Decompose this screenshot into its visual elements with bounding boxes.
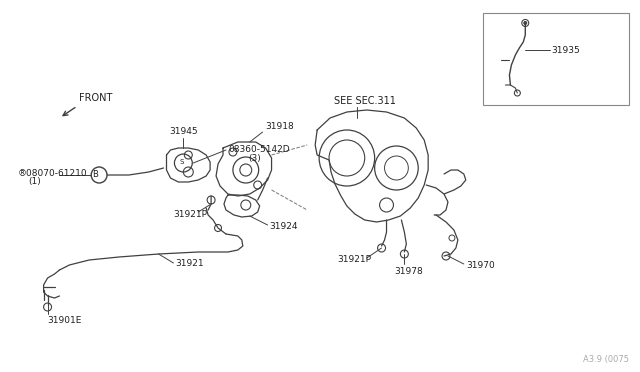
Text: 31901E: 31901E xyxy=(47,316,82,325)
Text: (3): (3) xyxy=(248,154,260,163)
Text: 31921P: 31921P xyxy=(173,209,207,218)
Text: 31924: 31924 xyxy=(269,221,298,231)
Text: 08360-5142D: 08360-5142D xyxy=(228,144,289,154)
Text: ®08070-61210: ®08070-61210 xyxy=(18,169,88,177)
Text: A3.9 (0075: A3.9 (0075 xyxy=(583,355,628,364)
Text: 31978: 31978 xyxy=(394,267,423,276)
Text: FRONT: FRONT xyxy=(79,93,113,103)
Text: 31921P: 31921P xyxy=(337,256,371,264)
Text: SEE SEC.311: SEE SEC.311 xyxy=(334,96,396,106)
Text: 31970: 31970 xyxy=(466,260,495,269)
Text: 31921: 31921 xyxy=(175,260,204,269)
Text: B: B xyxy=(92,170,98,179)
Text: (1): (1) xyxy=(28,176,40,186)
Bar xyxy=(483,13,629,105)
Text: 31918: 31918 xyxy=(266,122,294,131)
Text: 31935: 31935 xyxy=(551,45,580,55)
Circle shape xyxy=(524,22,527,25)
Text: S: S xyxy=(179,159,184,165)
Text: 31945: 31945 xyxy=(169,127,198,136)
